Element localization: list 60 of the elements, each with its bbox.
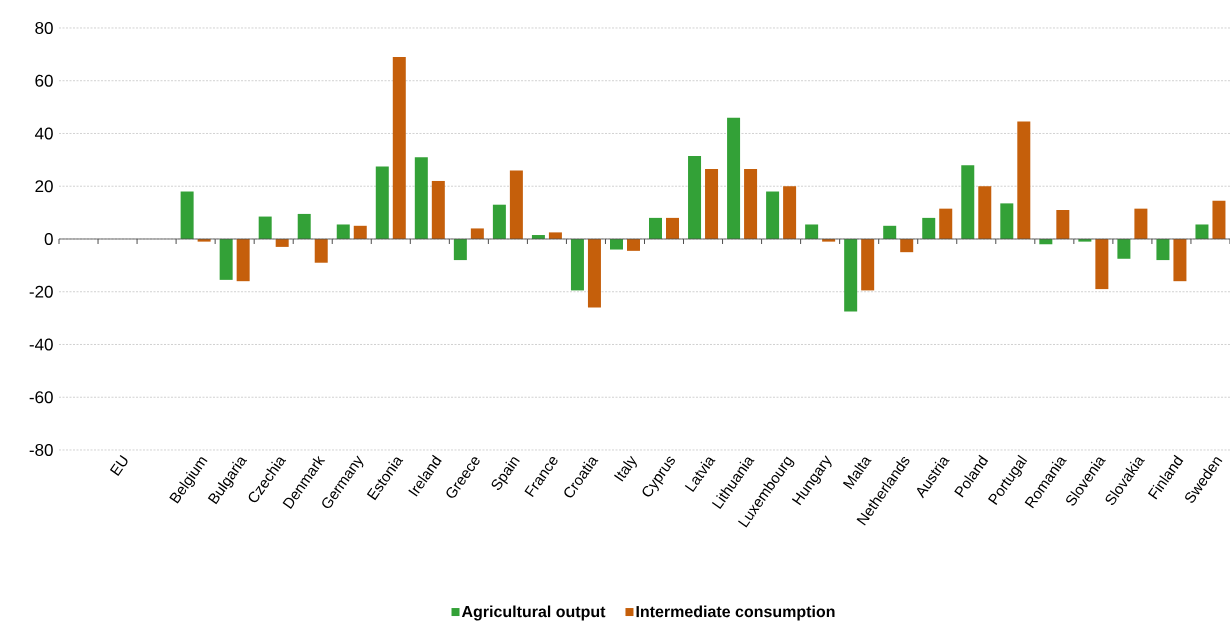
bar [922, 217, 936, 239]
bar [353, 225, 367, 239]
bar [180, 191, 194, 239]
bar [548, 232, 562, 239]
bar [1134, 208, 1148, 239]
bar [783, 186, 797, 239]
bar [961, 165, 975, 239]
y-tick-label: 20 [35, 180, 53, 193]
bar [509, 170, 523, 239]
bar [1017, 121, 1031, 239]
bar [453, 238, 467, 261]
y-tick-label: -60 [29, 391, 53, 404]
bar [1095, 238, 1109, 290]
bar [1156, 238, 1170, 261]
bar [688, 155, 702, 239]
x-tick-label: EU [109, 454, 128, 476]
bar [1000, 203, 1014, 239]
legend-label: Agricultural output [461, 605, 606, 621]
y-tick-label: -20 [29, 285, 53, 298]
bar [1195, 224, 1209, 239]
y-tick-label: 40 [34, 127, 53, 140]
bar [587, 238, 601, 308]
bar [431, 180, 445, 239]
bar [219, 238, 233, 280]
bar [375, 166, 389, 239]
bar [727, 117, 741, 239]
bar [883, 225, 897, 239]
bar [626, 238, 640, 251]
legend-label: Intermediate consumption [636, 605, 835, 621]
bar [1117, 238, 1131, 259]
y-tick-label: 60 [35, 74, 53, 87]
bar [978, 186, 992, 239]
bar [414, 157, 428, 239]
bar [392, 57, 406, 239]
bar [1173, 238, 1187, 282]
bar [570, 238, 584, 291]
bar [492, 204, 506, 239]
bar [1212, 200, 1226, 239]
bar [258, 216, 272, 239]
bar [900, 238, 914, 253]
bar [470, 228, 484, 239]
bar [236, 238, 250, 282]
bar [705, 169, 719, 239]
bar [1056, 209, 1070, 239]
bar [766, 191, 780, 239]
bar [649, 217, 663, 239]
bar [861, 238, 875, 291]
bar [336, 224, 350, 239]
bar [744, 169, 758, 239]
y-tick-label: -80 [29, 443, 53, 457]
bar [297, 213, 311, 239]
bar [939, 208, 953, 239]
y-tick-label: 80 [35, 21, 53, 35]
y-tick-label: 0 [44, 232, 53, 246]
bar [844, 238, 858, 312]
bar [314, 238, 328, 263]
bar [666, 217, 680, 239]
bar [805, 224, 819, 239]
y-tick-label: -40 [29, 338, 53, 351]
bar [609, 238, 623, 250]
